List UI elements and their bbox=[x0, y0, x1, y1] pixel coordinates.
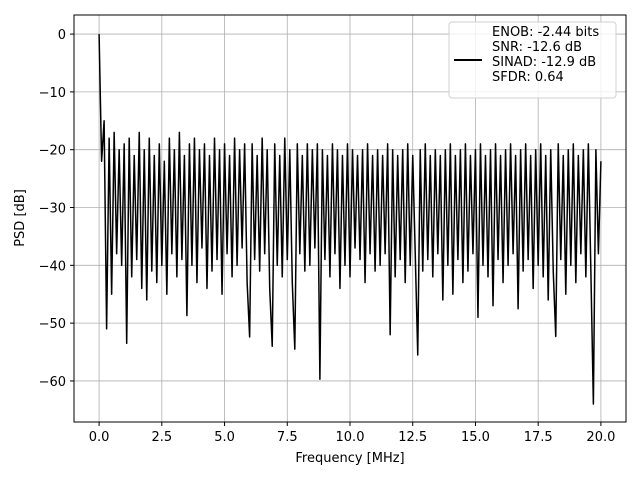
legend-box bbox=[448, 21, 617, 99]
y-tick-label: −30 bbox=[39, 202, 66, 217]
x-tick-label: 7.5 bbox=[277, 430, 298, 445]
y-tick-label: −40 bbox=[39, 259, 66, 274]
plot-frame bbox=[73, 14, 627, 423]
y-tick-label: 0 bbox=[58, 28, 66, 43]
legend-label: ENOB: -2.44 bits SNR: -12.6 dB SINAD: -1… bbox=[492, 25, 600, 85]
x-tick-label: 12.5 bbox=[398, 430, 427, 445]
y-tick-label: −60 bbox=[39, 375, 66, 390]
x-tick-label: 5.0 bbox=[214, 430, 235, 445]
x-tick-label: 2.5 bbox=[151, 430, 172, 445]
x-tick-label: 15.0 bbox=[461, 430, 490, 445]
x-tick-label: 10.0 bbox=[336, 430, 365, 445]
y-axis-label: PSD [dB] bbox=[13, 189, 28, 247]
x-axis-label: Frequency [MHz] bbox=[295, 451, 404, 466]
x-tick-label: 0.0 bbox=[89, 430, 110, 445]
psd-line bbox=[98, 34, 602, 405]
x-tick-label: 17.5 bbox=[524, 430, 553, 445]
y-tick-label: −50 bbox=[39, 317, 66, 332]
y-tick-label: −20 bbox=[39, 144, 66, 159]
x-tick-label: 20.0 bbox=[586, 430, 615, 445]
y-tick-label: −10 bbox=[39, 86, 66, 101]
